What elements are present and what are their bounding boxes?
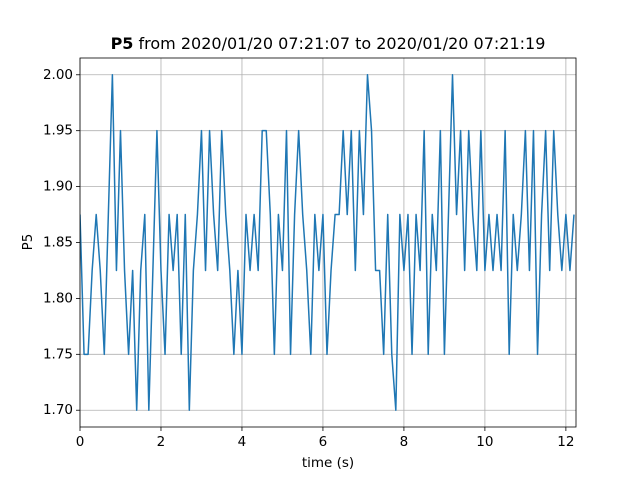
title-range: from 2020/01/20 07:21:07 to 2020/01/20 0… (139, 34, 546, 53)
x-tick-label: 0 (76, 434, 85, 450)
x-axis-label: time (s) (302, 455, 354, 471)
y-tick-label: 1.75 (43, 346, 73, 362)
x-tick-label: 6 (319, 434, 328, 450)
x-tick-label: 10 (476, 434, 493, 450)
x-tick-label: 12 (557, 434, 574, 450)
y-tick-label: 1.70 (43, 402, 73, 418)
x-tick-label: 2 (157, 434, 166, 450)
title-variable: P5 (111, 34, 134, 53)
y-tick-label: 1.85 (43, 235, 73, 251)
data-line (80, 74, 575, 411)
y-axis-label: P5 (20, 234, 36, 251)
chart-title: P5 from 2020/01/20 07:21:07 to 2020/01/2… (111, 34, 546, 53)
y-tick-label: 1.95 (43, 123, 73, 139)
y-tick-label: 2.00 (43, 67, 73, 83)
x-tick-label: 4 (238, 434, 247, 450)
y-tick-label: 1.90 (43, 179, 73, 195)
plot-frame (79, 57, 577, 428)
x-tick-label: 8 (400, 434, 409, 450)
y-tick-label: 1.80 (43, 290, 73, 306)
